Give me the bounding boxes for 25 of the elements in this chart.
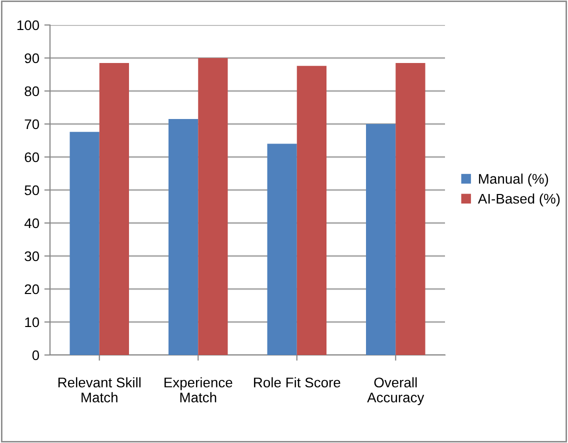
- x-tick-label: Overall Accuracy: [367, 377, 424, 406]
- bar: [198, 58, 228, 355]
- y-tick-label: 20: [24, 284, 40, 294]
- bar: [168, 119, 198, 355]
- x-tick-label: Relevant Skill Match: [58, 377, 141, 402]
- y-tick-label: 0: [32, 350, 40, 360]
- y-tick-label: 90: [24, 53, 40, 64]
- legend-label: AI-Based (%): [478, 193, 560, 206]
- y-tick-label: 100: [17, 20, 40, 30]
- y-tick-label: 70: [24, 119, 40, 130]
- y-tick-label: 10: [25, 317, 40, 328]
- bar: [366, 124, 396, 355]
- x-tick-label: Role Fit Score: [254, 377, 340, 388]
- y-tick-label: 80: [24, 86, 40, 96]
- x-tick-label: Experience Match: [164, 377, 232, 402]
- bar: [99, 62, 129, 355]
- bar: [267, 144, 297, 355]
- y-tick-label: 60: [24, 152, 40, 162]
- bar: [296, 66, 326, 355]
- y-tick-label: 50: [24, 185, 40, 196]
- y-tick-label: 30: [24, 251, 40, 262]
- legend-label: Manual (%): [479, 174, 548, 187]
- bar: [70, 132, 100, 355]
- y-tick-label: 40: [24, 218, 40, 228]
- bar: [396, 62, 426, 355]
